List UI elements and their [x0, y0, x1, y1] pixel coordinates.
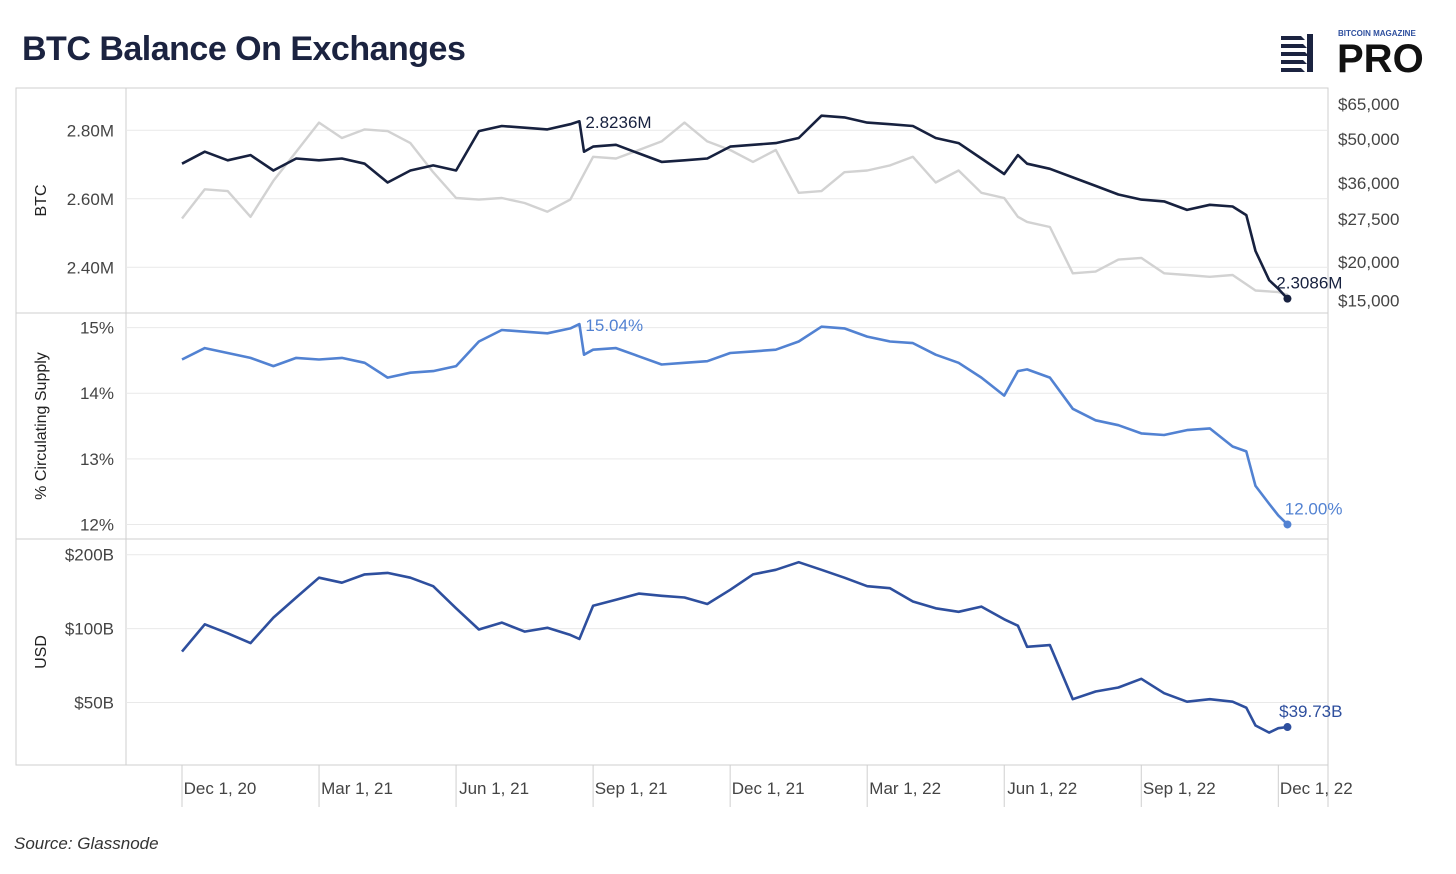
logo-main-text: PRO [1337, 37, 1424, 78]
x-tick-label: Sep 1, 21 [595, 779, 668, 798]
y-axis-title: BTC [33, 185, 50, 217]
y-tick-label: 15% [80, 319, 114, 338]
logo-stripes-icon [1281, 34, 1313, 72]
y-tick-label: 12% [80, 515, 114, 534]
x-tick-label: Jun 1, 21 [459, 779, 529, 798]
series-line [181, 560, 1288, 734]
x-tick-label: Dec 1, 21 [732, 779, 805, 798]
series-line [181, 114, 1289, 300]
right-tick-label: $27,500 [1338, 210, 1399, 229]
chart-title: BTC Balance On Exchanges [22, 30, 466, 68]
y-tick-label: 2.60M [67, 190, 114, 209]
panel-2: 15% 14% 13% 12% % Circulating Supply 15.04% 12… [16, 312, 1343, 534]
x-tick-label: Jun 1, 22 [1007, 779, 1077, 798]
right-tick-label: $36,000 [1338, 174, 1399, 193]
x-tick-label: Dec 1, 22 [1280, 779, 1353, 798]
value-annotation: 2.3086M [1276, 274, 1342, 293]
end-point-marker [1283, 520, 1292, 529]
y-axis-title: % Circulating Supply [33, 352, 50, 500]
y-tick-label: 14% [80, 384, 114, 403]
end-point-marker [1283, 723, 1292, 732]
value-annotation: 12.00% [1285, 499, 1343, 518]
x-tick-label: Sep 1, 22 [1143, 779, 1216, 798]
plot-frame [15, 87, 1329, 766]
price-line [181, 121, 1288, 296]
logo-top-text: BITCOIN MAGAZINE [1338, 29, 1416, 38]
right-tick-label: $50,000 [1338, 130, 1399, 149]
value-annotation: 2.8236M [585, 113, 651, 132]
y-tick-label: $100B [65, 620, 114, 639]
panel-3: $200B $100B $50B USD $39.73B [16, 538, 1342, 734]
right-tick-label: $65,000 [1338, 95, 1399, 114]
series-line [181, 322, 1289, 526]
x-axis: Dec 1, 20 Mar 1, 21 Jun 1, 21 Sep 1, 21 Dec … [181, 765, 1353, 807]
x-tick-label: Mar 1, 21 [321, 779, 393, 798]
x-tick-label: Dec 1, 20 [184, 779, 257, 798]
end-point-marker [1283, 294, 1292, 303]
y-tick-label: $50B [74, 694, 114, 713]
right-tick-label: $15,000 [1338, 291, 1399, 310]
y-tick-label: 2.40M [67, 258, 114, 277]
x-tick-label: Mar 1, 22 [869, 779, 941, 798]
y-tick-label: 13% [80, 450, 114, 469]
y-tick-label: $200B [65, 546, 114, 565]
value-annotation: $39.73B [1279, 702, 1342, 721]
y-tick-label: 2.80M [67, 121, 114, 140]
right-tick-label: $20,000 [1338, 253, 1399, 272]
panel-1: 2.80M 2.60M 2.40M BTC $65,000 $50,000 $36,000 $… [33, 95, 1399, 310]
bitcoin-magazine-pro-logo: BITCOIN MAGAZINE PRO [1281, 29, 1424, 78]
value-annotation: 15.04% [585, 316, 643, 335]
source-note: Source: Glassnode [14, 834, 159, 853]
y-axis-title: USD [33, 635, 50, 669]
